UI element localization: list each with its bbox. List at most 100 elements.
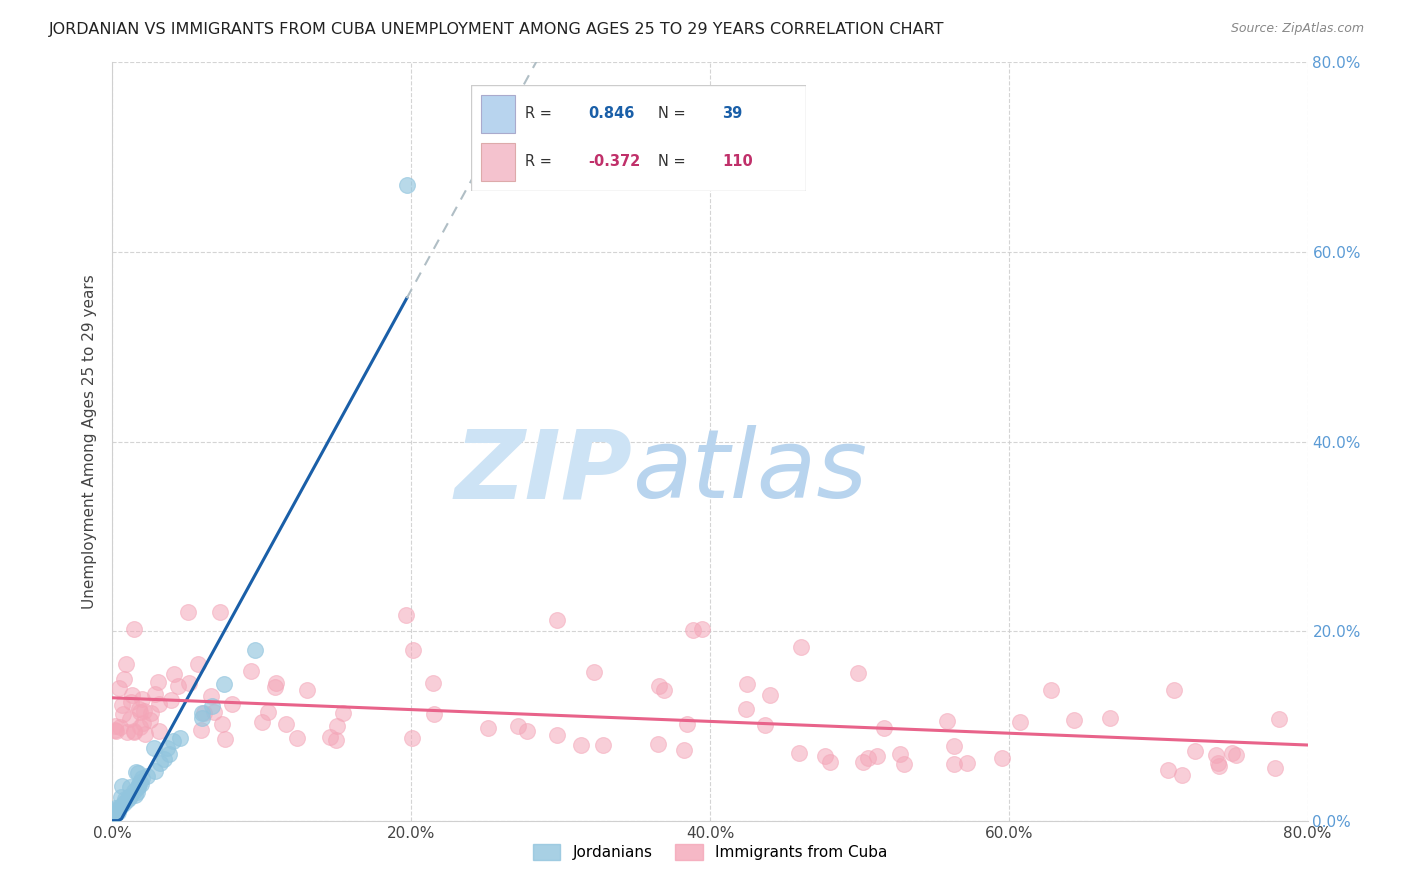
Point — [112, 673, 135, 687]
Point — [118, 791, 141, 805]
Point — [814, 749, 837, 764]
Point — [200, 689, 222, 703]
Point — [202, 705, 225, 719]
Point — [104, 723, 127, 738]
Legend: Jordanians, Immigrants from Cuba: Jordanians, Immigrants from Cuba — [527, 838, 893, 866]
Point — [104, 804, 127, 818]
Point — [1063, 713, 1085, 727]
Point — [112, 797, 135, 811]
Point — [846, 665, 869, 680]
Point — [120, 695, 142, 709]
Point — [193, 706, 215, 721]
Point — [124, 788, 146, 802]
Point — [592, 738, 614, 752]
Point — [103, 803, 125, 817]
Point — [139, 713, 162, 727]
Point — [108, 681, 131, 695]
Point — [955, 756, 977, 770]
Point — [114, 791, 136, 805]
Point — [569, 739, 592, 753]
Point — [110, 698, 132, 713]
Point — [129, 720, 152, 734]
Point — [104, 806, 127, 821]
Point — [1225, 748, 1247, 763]
Point — [214, 677, 236, 691]
Point — [115, 792, 138, 806]
Point — [162, 734, 184, 748]
Point — [121, 688, 143, 702]
Point — [104, 719, 127, 733]
Point — [201, 698, 224, 713]
Point — [135, 769, 157, 783]
Point — [110, 789, 132, 804]
Point — [332, 706, 354, 721]
Point — [157, 747, 180, 761]
Point — [1184, 744, 1206, 758]
Point — [148, 723, 170, 738]
Point — [104, 723, 127, 738]
Point — [142, 741, 165, 756]
Point — [735, 677, 758, 691]
Point — [889, 747, 911, 762]
Point — [402, 643, 425, 657]
Point — [477, 721, 499, 735]
Point — [159, 693, 181, 707]
Point — [156, 741, 179, 756]
Point — [1163, 682, 1185, 697]
Point — [143, 687, 166, 701]
Point — [243, 642, 266, 657]
Point — [274, 717, 297, 731]
Point — [936, 714, 959, 728]
Point — [143, 764, 166, 778]
Point — [153, 752, 176, 766]
Point — [759, 688, 782, 702]
Point — [1208, 759, 1230, 773]
Point — [191, 711, 214, 725]
Point — [131, 771, 153, 785]
Point — [516, 724, 538, 739]
Point — [148, 697, 170, 711]
Point — [127, 766, 149, 780]
Point — [125, 764, 148, 779]
Point — [122, 724, 145, 739]
Point — [673, 743, 696, 757]
Point — [139, 706, 162, 720]
Point — [866, 748, 889, 763]
Point — [682, 623, 704, 637]
Point — [163, 667, 186, 681]
Point — [149, 756, 172, 770]
Point — [858, 750, 880, 764]
Point — [131, 777, 153, 791]
Point — [648, 679, 671, 693]
Point — [187, 657, 209, 671]
Point — [167, 679, 190, 693]
Point — [122, 784, 145, 798]
Point — [118, 712, 141, 726]
Point — [122, 724, 145, 739]
Point — [190, 723, 212, 738]
Point — [104, 801, 127, 815]
Point — [325, 719, 347, 733]
Point — [546, 728, 568, 742]
Point — [676, 716, 699, 731]
Text: ZIP: ZIP — [454, 425, 633, 518]
Point — [1099, 711, 1122, 725]
Point — [107, 805, 129, 819]
Point — [325, 732, 347, 747]
Point — [114, 657, 136, 671]
Point — [423, 706, 446, 721]
Point — [115, 725, 138, 739]
Point — [239, 665, 262, 679]
Point — [131, 692, 153, 706]
Point — [177, 605, 200, 619]
Point — [250, 714, 273, 729]
Point — [1268, 712, 1291, 726]
Point — [108, 720, 131, 734]
Point — [127, 780, 149, 794]
Point — [112, 707, 135, 722]
Point — [395, 608, 418, 623]
Point — [110, 799, 132, 814]
Text: JORDANIAN VS IMMIGRANTS FROM CUBA UNEMPLOYMENT AMONG AGES 25 TO 29 YEARS CORRELA: JORDANIAN VS IMMIGRANTS FROM CUBA UNEMPL… — [49, 22, 945, 37]
Point — [818, 756, 841, 770]
Text: Source: ZipAtlas.com: Source: ZipAtlas.com — [1230, 22, 1364, 36]
